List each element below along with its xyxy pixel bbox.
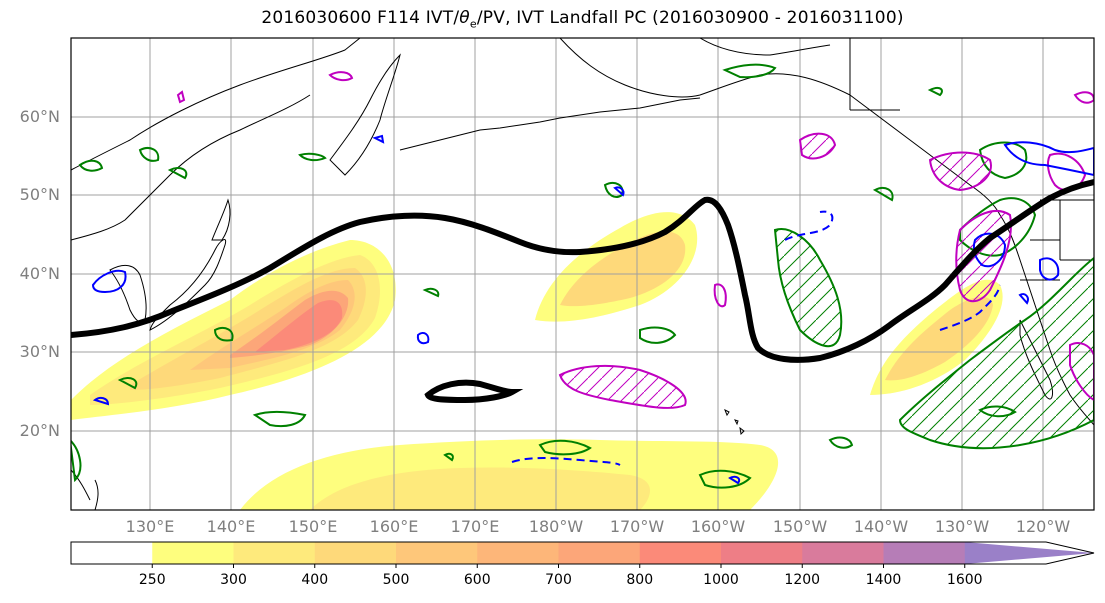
colorbar-frame — [70, 541, 1095, 565]
theta-e-contours — [71, 63, 1094, 489]
colorbar-swatch — [558, 542, 641, 564]
longitude-labels: 130°E 140°E 150°E 160°E 170°E 180°W 170°… — [126, 517, 1071, 536]
colorbar-swatch — [396, 542, 478, 564]
colorbar-swatch — [477, 542, 559, 564]
ivt-landfall-contour — [71, 179, 1094, 404]
pv-positive-contours — [176, 71, 1094, 409]
colorbar-swatch — [802, 542, 884, 564]
colorbar-swatch — [152, 542, 234, 564]
map-title: 2016030600 F114 IVT/θe/PV, IVT Landfall … — [261, 8, 904, 31]
lon-label: 140°E — [207, 517, 256, 536]
colorbar-tick-label: 1200 — [784, 572, 820, 588]
map-frame — [70, 37, 1095, 511]
colorbar-tick-label: 300 — [220, 572, 247, 588]
colorbar-tick-label: 400 — [301, 572, 328, 588]
colorbar-swatch — [721, 542, 803, 564]
colorbar-tick-label: 800 — [626, 572, 653, 588]
lon-label: 130°E — [126, 517, 175, 536]
lon-label: 160°W — [691, 517, 746, 536]
colorbar-swatch — [883, 542, 966, 564]
colorbar-tick-label: 500 — [383, 572, 410, 588]
lat-label: 60°N — [20, 107, 60, 126]
colorbar: 250 300 400 500 600 700 800 1000 1200 1400 1600 — [70, 541, 1095, 588]
lat-label: 40°N — [20, 264, 60, 283]
colorbar-tick-label: 1000 — [703, 572, 739, 588]
lat-label: 30°N — [20, 342, 60, 361]
lon-label: 140°W — [854, 517, 909, 536]
colorbar-swatch — [639, 542, 722, 564]
colorbar-swatches — [71, 542, 1094, 564]
lon-label: 170°W — [610, 517, 665, 536]
colorbar-swatch — [314, 542, 397, 564]
lon-label: 150°E — [289, 517, 338, 536]
lon-label: 150°W — [773, 517, 828, 536]
colorbar-tick-label: 700 — [545, 572, 572, 588]
ivt-shading — [71, 212, 1003, 510]
colorbar-tick-label: 600 — [464, 572, 491, 588]
lon-label: 130°W — [935, 517, 990, 536]
colorbar-tick-label: 1600 — [947, 572, 983, 588]
colorbar-swatch — [233, 542, 316, 564]
pv-negative-dashed-contours — [511, 210, 1001, 466]
lat-label: 20°N — [20, 421, 60, 440]
colorbar-ticks: 250 300 400 500 600 700 800 1000 1200 1400 1600 — [139, 564, 983, 588]
lon-label: 160°E — [370, 517, 419, 536]
colorbar-swatch — [71, 542, 153, 564]
latitude-labels: 60°N 50°N 40°N 30°N 20°N — [20, 107, 60, 440]
colorbar-tick-label: 1400 — [866, 572, 902, 588]
colorbar-tick-label: 250 — [139, 572, 166, 588]
colorbar-extend-arrow — [964, 542, 1094, 564]
lat-label: 50°N — [20, 185, 60, 204]
lon-label: 180°W — [529, 517, 584, 536]
lon-label: 120°W — [1016, 517, 1071, 536]
lon-label: 170°E — [451, 517, 500, 536]
